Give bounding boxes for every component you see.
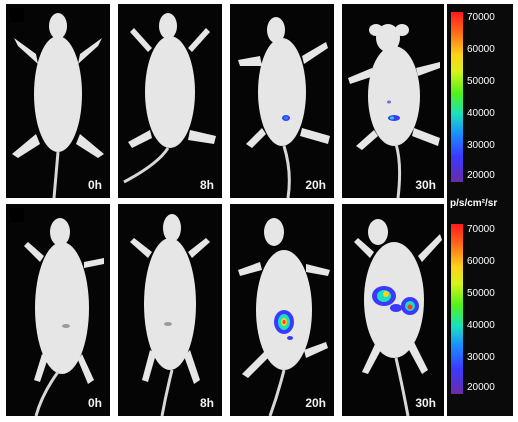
mouse-image: [12, 13, 104, 198]
tick-label: 40000: [467, 108, 495, 119]
scale-bar-top: [451, 12, 463, 182]
panel-row1-20h: 20h: [230, 4, 334, 198]
corner-mark: [10, 208, 24, 222]
time-label: 20h: [305, 178, 326, 192]
tick-label: 50000: [467, 288, 495, 299]
time-label: 0h: [87, 396, 102, 410]
time-label: 0h: [87, 178, 102, 192]
mouse-image: [348, 24, 440, 198]
time-label: 8h: [199, 178, 214, 192]
tick-label: 70000: [467, 224, 495, 235]
signal-spot: [387, 100, 400, 121]
panel-row2-8h: 8h: [118, 204, 222, 416]
signal-spot: [274, 310, 294, 340]
mouse-image: [123, 13, 216, 184]
signal-spot: [282, 115, 290, 121]
mouse-image: [354, 219, 442, 416]
panel-row2-30h: 30h: [342, 204, 444, 416]
time-label: 8h: [199, 396, 214, 410]
tick-label: 20000: [467, 170, 495, 181]
corner-mark: [10, 8, 24, 22]
panel-row1-8h: 8h: [118, 4, 222, 198]
tick-label: 30000: [467, 140, 495, 151]
mouse-image: [238, 218, 330, 416]
tick-label: 30000: [467, 352, 495, 363]
panel-row1-30h: 30h: [342, 4, 444, 198]
panel-row2-0h: 0h: [6, 204, 110, 416]
unit-label: p/s/cm²/sr: [450, 198, 498, 209]
time-label: 30h: [415, 396, 436, 410]
panel-row1-0h: 0h: [6, 4, 110, 198]
scale-bar-bottom: [451, 224, 463, 394]
mouse-image: [238, 17, 330, 198]
color-scale: 70000 60000 50000 40000 30000 20000 p/s/…: [447, 4, 513, 416]
time-label: 30h: [415, 178, 436, 192]
tick-label: 40000: [467, 320, 495, 331]
signal-spot: [372, 286, 419, 315]
mouse-image: [130, 214, 210, 416]
tick-label: 60000: [467, 44, 495, 55]
tick-label: 60000: [467, 256, 495, 267]
tick-label: 20000: [467, 382, 495, 393]
time-label: 20h: [305, 396, 326, 410]
panel-row2-20h: 20h: [230, 204, 334, 416]
mouse-image: [24, 218, 104, 416]
tick-label: 70000: [467, 12, 495, 23]
tick-label: 50000: [467, 76, 495, 87]
